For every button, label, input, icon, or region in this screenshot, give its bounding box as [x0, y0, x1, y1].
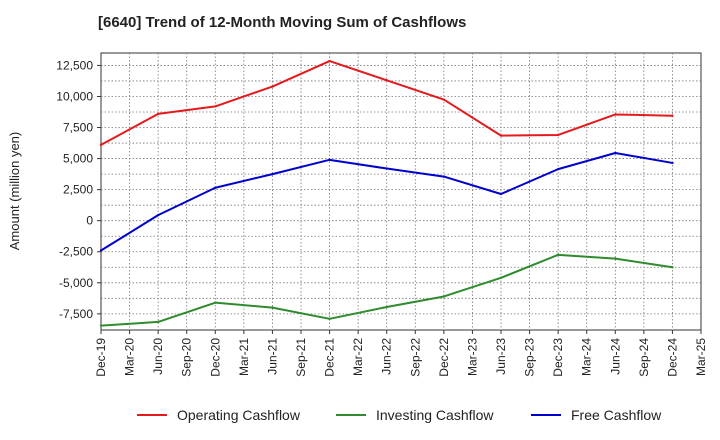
operating-cashflow-point	[214, 105, 217, 108]
legend-item-investing-cashflow: Investing Cashflow	[336, 404, 494, 426]
y-tick-label: 0	[86, 214, 93, 228]
y-tick-label: 7,500	[63, 121, 93, 135]
x-tick-label: Jun-23	[494, 338, 508, 375]
operating-cashflow-point	[385, 79, 388, 82]
investing-cashflow-point	[271, 306, 274, 309]
investing-cashflow-point	[328, 317, 331, 321]
free-cashflow-point	[214, 186, 217, 189]
series-layer	[99, 59, 674, 327]
legend-label: Investing Cashflow	[376, 407, 494, 423]
x-tick-label: Mar-20	[123, 338, 137, 376]
operating-cashflow-point	[156, 112, 160, 116]
x-tick-label: Dec-19	[94, 338, 108, 377]
free-cashflow-point	[614, 151, 617, 155]
investing-cashflow-point	[614, 257, 617, 260]
investing-cashflow-point	[214, 301, 217, 304]
operating-cashflow-point	[271, 85, 274, 88]
investing-cashflow-point	[556, 253, 560, 257]
investing-cashflow-point	[156, 320, 160, 324]
x-tick-label: Jun-21	[265, 338, 279, 375]
x-tick-label: Dec-24	[665, 338, 679, 377]
y-tick-label: 5,000	[63, 152, 93, 166]
x-tick-label: Mar-21	[237, 338, 251, 376]
x-tick-label: Mar-22	[351, 338, 365, 376]
free-cashflow-point	[271, 172, 274, 176]
x-tick-label: Sep-20	[180, 338, 194, 377]
x-tick-label: Sep-24	[637, 338, 651, 377]
investing-cashflow-point	[442, 295, 446, 298]
legend-item-operating-cashflow: Operating Cashflow	[137, 404, 300, 426]
y-tick-label: 12,500	[56, 58, 93, 72]
free-cashflow-point	[328, 158, 331, 162]
operating-cashflow-point	[99, 143, 103, 147]
legend-swatch	[137, 414, 167, 416]
free-cashflow-point	[442, 175, 446, 178]
x-tick-label: Sep-21	[294, 338, 308, 377]
x-tick-label: Dec-20	[208, 338, 222, 377]
y-tick-label: 2,500	[63, 183, 93, 197]
y-tick-label: -5,000	[59, 276, 93, 290]
plot-area	[100, 52, 702, 331]
x-tick-label: Mar-23	[465, 338, 479, 376]
free-cashflow-point	[385, 167, 388, 170]
legend-swatch	[336, 414, 366, 416]
investing-cashflow-point	[385, 305, 388, 309]
legend-item-free-cashflow: Free Cashflow	[531, 404, 661, 426]
x-tick-label: Mar-24	[580, 338, 594, 376]
x-tick-label: Dec-23	[551, 338, 565, 377]
x-tick-label: Sep-22	[408, 338, 422, 377]
chart-title: [6640] Trend of 12-Month Moving Sum of C…	[98, 14, 467, 31]
y-axis-title: Amount (million yen)	[7, 132, 22, 251]
x-tick-label: Sep-23	[523, 338, 537, 377]
operating-cashflow-point	[328, 59, 331, 63]
operating-cashflow-point	[442, 98, 446, 101]
investing-cashflow-point	[99, 324, 103, 327]
investing-cashflow-point	[499, 276, 503, 280]
y-tick-label: 10,000	[56, 89, 93, 103]
investing-cashflow-point	[671, 266, 674, 269]
free-cashflow-point	[99, 249, 103, 252]
x-tick-label: Jun-22	[380, 338, 394, 375]
operating-cashflow-point	[499, 134, 503, 137]
legend: Operating Cashflow Investing Cashflow Free…	[0, 404, 720, 426]
operating-cashflow-point	[671, 114, 674, 117]
free-cashflow-point	[671, 161, 674, 165]
x-tick-label: Jun-24	[608, 338, 622, 375]
x-tick-label: Dec-22	[437, 338, 451, 377]
legend-label: Free Cashflow	[571, 407, 662, 423]
free-cashflow-point	[499, 192, 503, 196]
operating-cashflow-point	[556, 133, 560, 137]
y-tick-label: -7,500	[59, 307, 93, 321]
x-tick-label: Jun-20	[151, 338, 165, 375]
operating-cashflow-point	[614, 113, 617, 116]
legend-label: Operating Cashflow	[177, 407, 300, 423]
x-tick-label: Dec-21	[323, 338, 337, 377]
y-tick-label: -2,500	[59, 245, 93, 259]
x-tick-label: Mar-25	[694, 338, 708, 376]
free-cashflow-point	[556, 167, 560, 171]
free-cashflow-point	[156, 213, 160, 217]
axis-layer: 12,500 10,000 7,500 5,000 2,500 0 -2,500 -5,000…	[56, 58, 708, 376]
legend-swatch	[531, 414, 561, 416]
